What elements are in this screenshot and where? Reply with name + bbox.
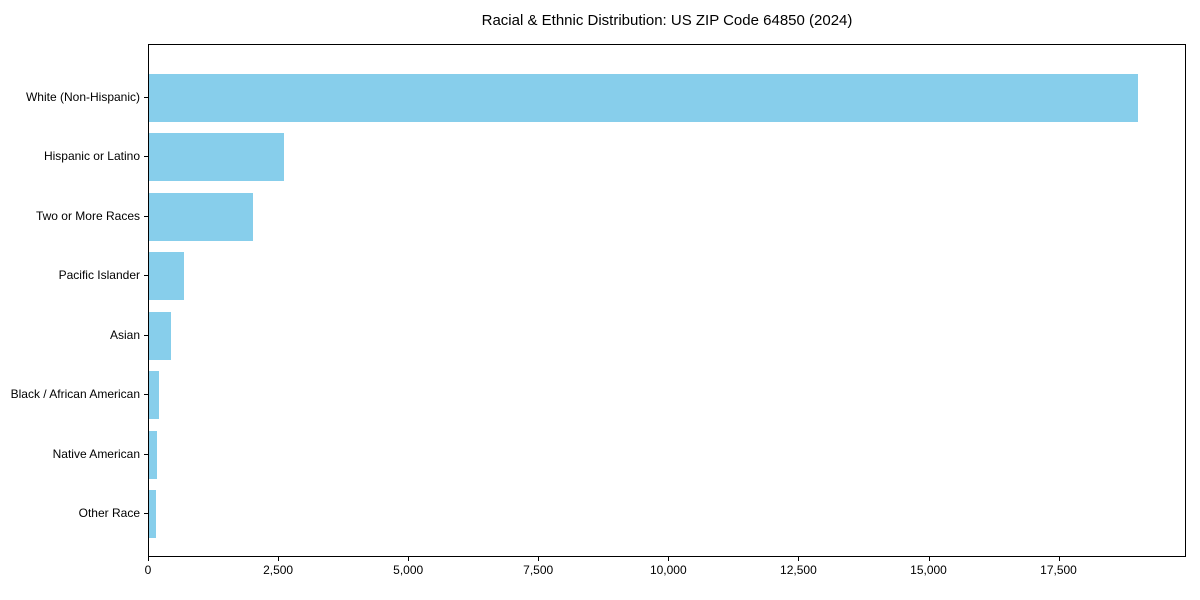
x-tick-mark: [538, 557, 540, 561]
y-label-hispanic-or-latino: Hispanic or Latino: [43, 149, 140, 164]
y-tick-mark: [144, 334, 148, 336]
x-tick-mark: [928, 557, 930, 561]
x-tick-mark: [668, 557, 670, 561]
y-label-other-race: Other Race: [78, 506, 140, 520]
bar-black-african-american: [149, 371, 159, 420]
y-tick-mark: [144, 97, 148, 98]
x-tick-label-15-000: 15,000: [910, 563, 947, 577]
x-tick-label-7-500: 7,500: [523, 563, 554, 577]
y-label-native-american: Native American: [52, 446, 140, 461]
x-tick-mark: [408, 557, 410, 561]
y-label-white-non-hispanic: White (Non-Hispanic): [25, 90, 140, 104]
bar-white-non-hispanic: [149, 74, 1138, 122]
bar-asian: [149, 311, 171, 360]
y-tick-mark: [144, 275, 148, 277]
y-label-black-african-american: Black / African American: [10, 387, 140, 402]
x-tick-mark: [798, 557, 800, 561]
y-label-asian: Asian: [109, 327, 140, 342]
bar-native-american: [149, 430, 158, 479]
x-tick-mark: [148, 557, 149, 561]
bar-pacific-islander: [149, 252, 185, 301]
x-tick-label-0: 0: [144, 563, 152, 577]
x-tick-mark: [278, 557, 280, 561]
bar-other-race: [149, 490, 157, 538]
x-tick-label-17-500: 17,500: [1040, 563, 1077, 577]
x-tick-label-5-000: 5,000: [393, 563, 424, 577]
y-label-pacific-islander: Pacific Islander: [58, 268, 140, 283]
x-tick-mark: [1058, 557, 1060, 561]
y-tick-mark: [144, 394, 148, 396]
y-tick-mark: [144, 156, 148, 158]
bar-two-or-more-races: [149, 192, 254, 241]
x-tick-label-10-000: 10,000: [649, 563, 687, 577]
y-axis-labels: White (Non-Hispanic) Hispanic or Latino Tw…: [0, 44, 140, 557]
x-tick-label-2-500: 2,500: [263, 563, 294, 577]
y-tick-mark: [144, 215, 148, 217]
x-tick-label-12-500: 12,500: [780, 563, 817, 577]
y-label-two-or-more-races: Two or More Races: [35, 208, 140, 223]
bar-hispanic-or-latino: [149, 133, 284, 182]
plot-area: [148, 44, 1186, 557]
y-tick-mark: [144, 513, 148, 514]
y-tick-mark: [144, 453, 148, 455]
chart-title: Racial & Ethnic Distribution: US ZIP Cod…: [481, 12, 853, 29]
